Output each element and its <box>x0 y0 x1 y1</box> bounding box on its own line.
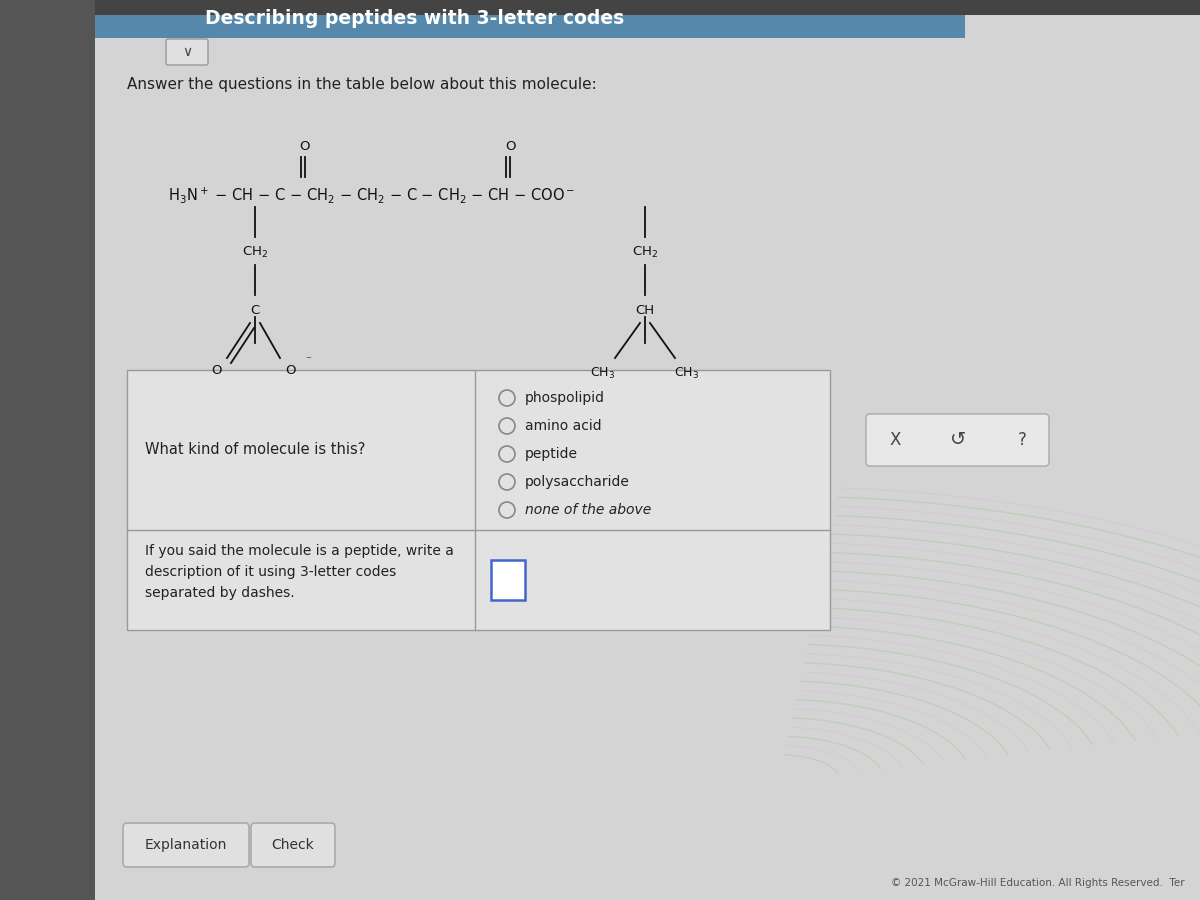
FancyBboxPatch shape <box>127 370 830 630</box>
FancyBboxPatch shape <box>95 0 1200 900</box>
FancyBboxPatch shape <box>251 823 335 867</box>
FancyBboxPatch shape <box>0 0 95 900</box>
FancyBboxPatch shape <box>95 0 1200 15</box>
FancyBboxPatch shape <box>166 39 208 65</box>
Text: O: O <box>284 364 295 376</box>
Text: H$_3$N$^+$ $-$ CH $-$ C $-$ CH$_2$ $-$ CH$_2$ $-$ C $-$ CH$_2$ $-$ CH $-$ COO$^-: H$_3$N$^+$ $-$ CH $-$ C $-$ CH$_2$ $-$ C… <box>168 185 575 205</box>
Text: CH: CH <box>636 303 654 317</box>
Text: What kind of molecule is this?: What kind of molecule is this? <box>145 443 365 457</box>
Text: none of the above: none of the above <box>526 503 652 517</box>
Text: C: C <box>251 303 259 317</box>
FancyBboxPatch shape <box>491 560 526 600</box>
Text: phospolipid: phospolipid <box>526 391 605 405</box>
Text: Explanation: Explanation <box>145 838 227 852</box>
Text: ∨: ∨ <box>182 45 192 59</box>
Text: peptide: peptide <box>526 447 578 461</box>
Text: Answer the questions in the table below about this molecule:: Answer the questions in the table below … <box>127 77 596 93</box>
Text: O: O <box>211 364 222 376</box>
Text: CH$_2$: CH$_2$ <box>632 245 658 259</box>
Text: Check: Check <box>271 838 314 852</box>
Text: CH$_3$: CH$_3$ <box>674 365 700 381</box>
Text: amino acid: amino acid <box>526 419 601 433</box>
Text: O: O <box>300 140 311 154</box>
Text: ↺: ↺ <box>950 430 966 449</box>
FancyBboxPatch shape <box>866 414 1049 466</box>
FancyBboxPatch shape <box>95 0 965 38</box>
Text: CH$_3$: CH$_3$ <box>590 365 616 381</box>
Text: © 2021 McGraw-Hill Education. All Rights Reserved.  Ter: © 2021 McGraw-Hill Education. All Rights… <box>892 878 1186 888</box>
Text: Describing peptides with 3-letter codes: Describing peptides with 3-letter codes <box>205 10 624 29</box>
FancyBboxPatch shape <box>124 823 250 867</box>
Text: CH$_2$: CH$_2$ <box>242 245 268 259</box>
Text: O: O <box>505 140 515 154</box>
Text: ⁻: ⁻ <box>305 355 311 365</box>
Text: If you said the molecule is a peptide, write a
description of it using 3-letter : If you said the molecule is a peptide, w… <box>145 544 454 599</box>
Text: X: X <box>889 431 901 449</box>
Text: polysaccharide: polysaccharide <box>526 475 630 489</box>
Text: ?: ? <box>1018 431 1026 449</box>
